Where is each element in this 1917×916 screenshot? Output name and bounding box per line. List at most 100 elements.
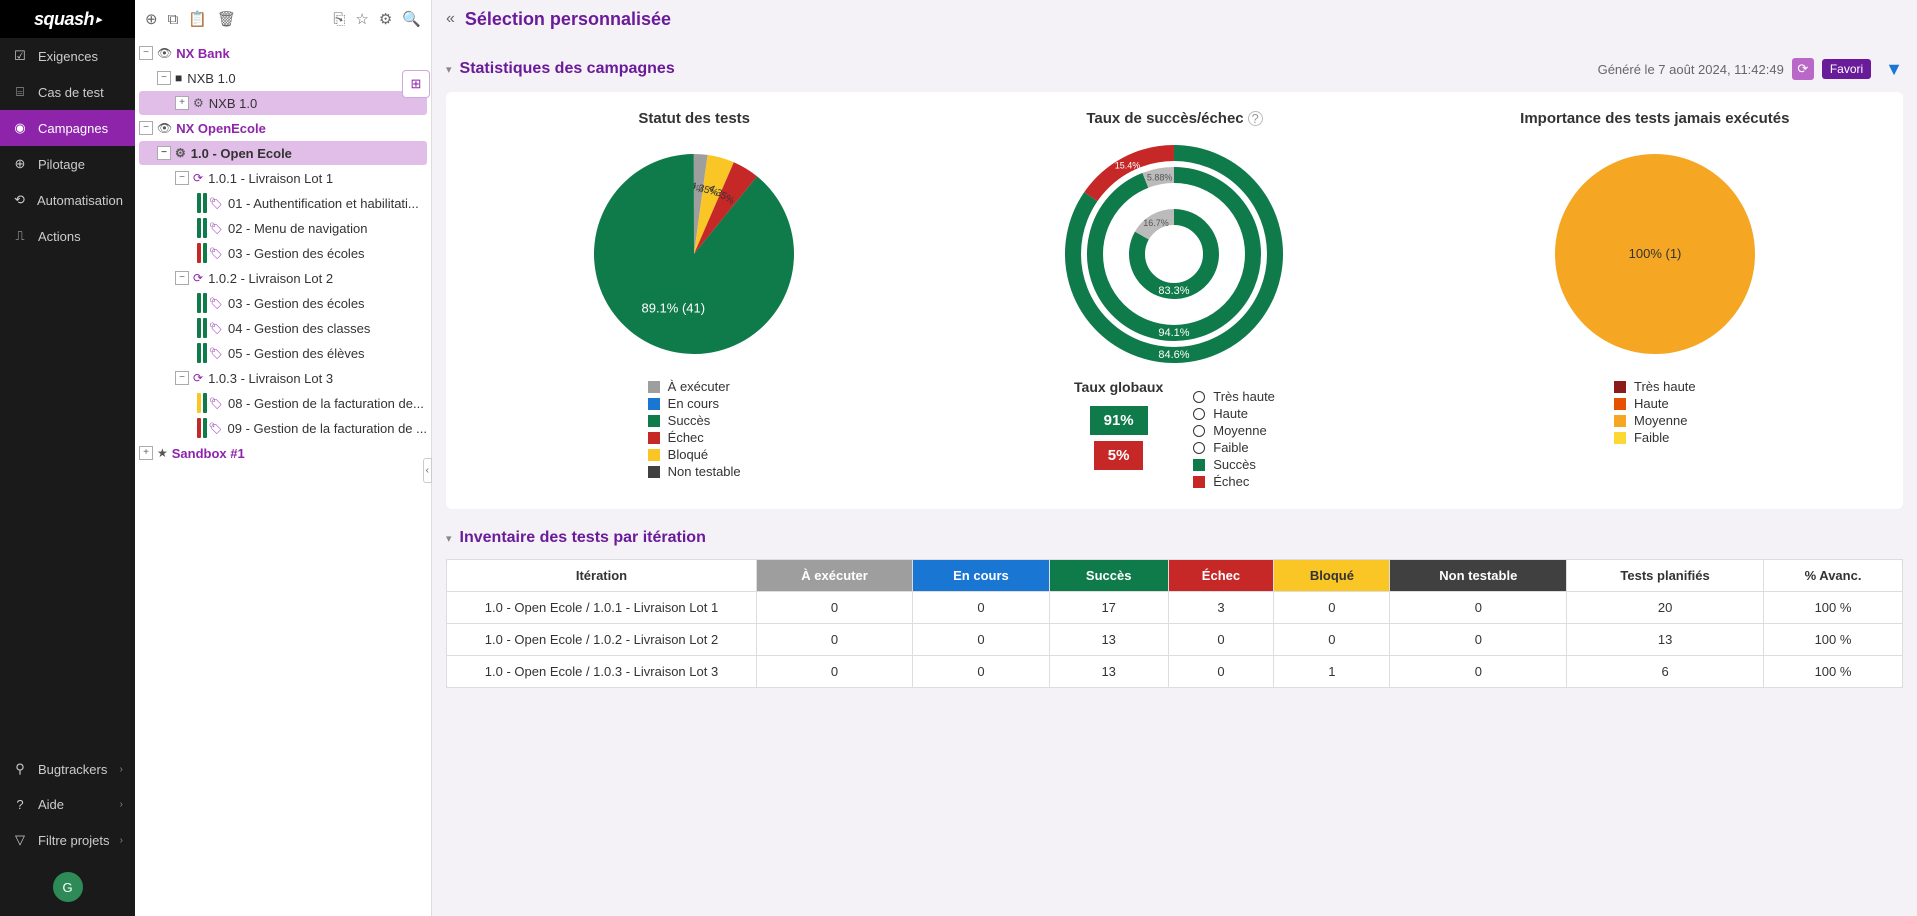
legend-item: Très haute xyxy=(1193,389,1275,404)
cycle-icon: ⟳ xyxy=(193,171,203,185)
user-avatar[interactable]: G xyxy=(53,872,83,902)
refresh-button[interactable]: ⟳ xyxy=(1792,58,1814,80)
nav-item-bugtrackers[interactable]: ⚲Bugtrackers› xyxy=(0,751,135,787)
legend-item: Échec xyxy=(1193,474,1275,489)
cycle-icon: ⟳ xyxy=(193,271,203,285)
tree-node-test[interactable]: 🏷 08 - Gestion de la facturation de... xyxy=(139,391,427,415)
legend-item: Haute xyxy=(1614,396,1696,411)
folder-icon: ■ xyxy=(175,71,182,85)
legend-item: Succès xyxy=(648,413,741,428)
tree-node-iteration[interactable]: − ⟳ 1.0.3 - Livraison Lot 3 xyxy=(139,366,427,390)
gear-icon[interactable]: ⚙ xyxy=(379,10,392,28)
legend-item: Moyenne xyxy=(1614,413,1696,428)
nav-item-filtre-projets[interactable]: ▽Filtre projets› xyxy=(0,822,135,858)
tag-icon: 🏷 xyxy=(209,247,223,260)
tree-node-iteration[interactable]: − ⟳ 1.0.1 - Livraison Lot 1 xyxy=(139,166,427,190)
nav-item-campagnes[interactable]: ◉Campagnes xyxy=(0,110,135,146)
star-icon: ★ xyxy=(157,446,168,460)
legend-item: Moyenne xyxy=(1193,423,1275,438)
add-icon[interactable]: ⊕ xyxy=(145,10,158,28)
table-header: Itération xyxy=(447,560,757,592)
tree-node-test[interactable]: 🏷 01 - Authentification et habilitati... xyxy=(139,191,427,215)
tag-icon: 🏷 xyxy=(209,322,223,335)
legend-item: À exécuter xyxy=(648,379,741,394)
favorite-button[interactable]: Favori xyxy=(1822,59,1871,79)
nav-item-exigences[interactable]: ☑Exigences xyxy=(0,38,135,74)
table-header: En cours xyxy=(913,560,1050,592)
table-row[interactable]: 1.0 - Open Ecole / 1.0.3 - Livraison Lot… xyxy=(447,656,1903,688)
chevron-down-icon[interactable]: ▾ xyxy=(446,63,452,76)
chart-rate: Taux de succès/échec? 84.6%15.4%94.1%5.8… xyxy=(944,110,1404,491)
table-header: Tests planifiés xyxy=(1567,560,1764,592)
back-icon[interactable]: « xyxy=(446,10,455,28)
tree-node-test[interactable]: 🏷 03 - Gestion des écoles xyxy=(139,241,427,265)
tree-node-test[interactable]: 🏷 05 - Gestion des élèves xyxy=(139,341,427,365)
generated-date: Généré le 7 août 2024, 11:42:49 xyxy=(1598,62,1784,77)
inventory-table: ItérationÀ exécuterEn coursSuccèsÉchecBl… xyxy=(446,559,1903,688)
tree-node-item[interactable]: − ⚙ 1.0 - Open Ecole xyxy=(139,141,427,165)
nav-icon: ⌸ xyxy=(12,84,28,100)
chevron-down-icon[interactable]: ▾ xyxy=(446,532,452,545)
table-header: Non testable xyxy=(1390,560,1567,592)
delete-icon[interactable]: 🗑 xyxy=(217,10,236,28)
tree-node-folder[interactable]: − ■ NXB 1.0 xyxy=(139,66,427,90)
section-title: Statistiques des campagnes xyxy=(460,60,675,78)
nav-icon: ⎍ xyxy=(12,228,28,244)
nav-icon: ▽ xyxy=(12,832,28,848)
nav-icon: ? xyxy=(12,797,28,812)
svg-text:5.88%: 5.88% xyxy=(1147,172,1173,182)
cycle-icon: ⟳ xyxy=(193,371,203,385)
nav-icon: ⟲ xyxy=(12,192,27,208)
tree-node-test[interactable]: 🏷 02 - Menu de navigation xyxy=(139,216,427,240)
chart-importance: Importance des tests jamais exécutés 100… xyxy=(1425,110,1885,491)
info-icon[interactable]: ? xyxy=(1248,111,1263,126)
svg-text:84.6%: 84.6% xyxy=(1159,349,1190,361)
nav-item-cas de test[interactable]: ⌸Cas de test xyxy=(0,74,135,110)
tree-node-test[interactable]: 🏷 09 - Gestion de la facturation de ... xyxy=(139,416,427,440)
nav-icon: ☑ xyxy=(12,48,28,64)
left-nav: squash▸ ☑Exigences⌸Cas de test◉Campagnes… xyxy=(0,0,135,916)
gear-icon: ⚙ xyxy=(175,146,186,160)
svg-text:100%: 100% xyxy=(1160,305,1188,317)
star-icon[interactable]: ☆ xyxy=(355,10,368,28)
tree-node-iteration[interactable]: − ⟳ 1.0.2 - Livraison Lot 2 xyxy=(139,266,427,290)
section-title: Inventaire des tests par itération xyxy=(460,529,706,547)
svg-text:100% (1): 100% (1) xyxy=(1628,246,1681,261)
export-icon[interactable]: ⎘ xyxy=(333,11,345,28)
tree-node-test[interactable]: 🏷 03 - Gestion des écoles xyxy=(139,291,427,315)
filter-icon[interactable]: ▼ xyxy=(1885,59,1903,80)
tree-toolbar: ⊕ ⧉ 📋 🗑 ⎘ ☆ ⚙ 🔍 xyxy=(135,0,431,38)
page-title: Sélection personnalisée xyxy=(465,9,671,30)
global-success-rate: 91% xyxy=(1090,406,1148,435)
tree-node-item[interactable]: + ⚙ NXB 1.0 xyxy=(139,91,427,115)
nav-item-aide[interactable]: ?Aide› xyxy=(0,787,135,822)
svg-text:15.4%: 15.4% xyxy=(1115,160,1141,170)
paste-icon[interactable]: 📋 xyxy=(188,10,207,28)
copy-icon[interactable]: ⧉ xyxy=(168,11,179,28)
legend-item: Échec xyxy=(648,430,741,445)
tree-panel: ⊕ ⧉ 📋 🗑 ⎘ ☆ ⚙ 🔍 − 👁 NX Bank − ■ NXB 1.0 … xyxy=(135,0,432,916)
collapse-tree-icon[interactable]: ‹ xyxy=(423,458,432,483)
table-row[interactable]: 1.0 - Open Ecole / 1.0.2 - Livraison Lot… xyxy=(447,624,1903,656)
nav-icon: ⚲ xyxy=(12,761,28,777)
tree-node-project[interactable]: − 👁 NX Bank xyxy=(139,41,427,65)
tag-icon: 🏷 xyxy=(209,422,223,435)
svg-text:94.1%: 94.1% xyxy=(1159,327,1190,339)
tree-node-project[interactable]: − 👁 NX OpenEcole xyxy=(139,116,427,140)
tree-node-test[interactable]: 🏷 04 - Gestion des classes xyxy=(139,316,427,340)
nav-item-pilotage[interactable]: ⊕Pilotage xyxy=(0,146,135,182)
svg-text:89.1% (41): 89.1% (41) xyxy=(642,300,706,315)
legend-item: Bloqué xyxy=(648,447,741,462)
nav-item-actions[interactable]: ⎍Actions xyxy=(0,218,135,254)
search-icon[interactable]: 🔍 xyxy=(402,10,421,28)
chart-status: Statut des tests 2.17% (1)4.35% (2)4.35%… xyxy=(464,110,924,491)
nav-item-automatisation[interactable]: ⟲Automatisation xyxy=(0,182,135,218)
legend-item: Faible xyxy=(1614,430,1696,445)
table-row[interactable]: 1.0 - Open Ecole / 1.0.1 - Livraison Lot… xyxy=(447,592,1903,624)
tree-body: − 👁 NX Bank − ■ NXB 1.0 + ⚙ NXB 1.0 − 👁 … xyxy=(135,38,431,916)
svg-text:16.7%: 16.7% xyxy=(1144,218,1170,228)
tree-node-project[interactable]: + ★ Sandbox #1 xyxy=(139,441,427,465)
main-area: « Sélection personnalisée ⊞ ▾ Statistiqu… xyxy=(432,0,1917,916)
table-header: Succès xyxy=(1049,560,1168,592)
tag-icon: 🏷 xyxy=(209,347,223,360)
